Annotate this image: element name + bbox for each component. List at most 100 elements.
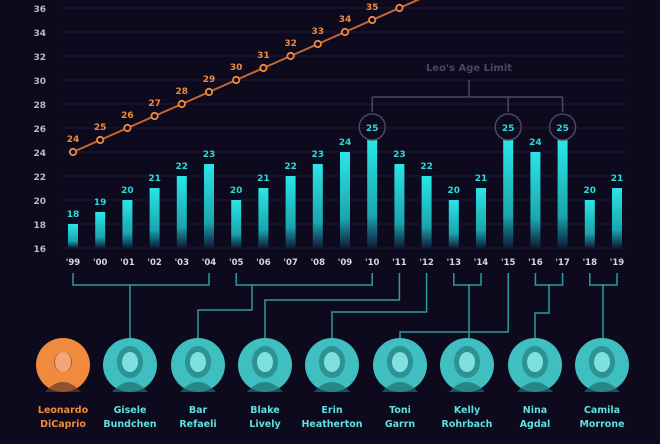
leo-value-label: 27 — [148, 99, 161, 109]
person-last-name: Heatherton — [301, 419, 362, 430]
bar — [204, 164, 214, 248]
person-heatherton: Erin Heatherton — [301, 338, 363, 430]
leo-value-label: 30 — [230, 63, 243, 73]
shoulders-shape — [45, 382, 81, 392]
bar — [367, 140, 378, 248]
bar — [584, 200, 595, 248]
person-morrone: Camila Morrone — [575, 338, 629, 430]
bar-value-label: 21 — [257, 174, 270, 184]
person-first-name: Kelly — [454, 405, 481, 416]
shoulders-shape — [112, 382, 148, 392]
bar — [394, 164, 405, 248]
x-tick-label: '09 — [338, 258, 353, 268]
x-tick-label: '05 — [229, 258, 244, 268]
bar-value-label: 20 — [230, 186, 243, 196]
bar-value-label: 19 — [94, 198, 107, 208]
y-tick-label: 24 — [33, 149, 46, 159]
bar — [312, 164, 323, 248]
person-last-name: Bundchen — [103, 419, 156, 430]
person-first-name: Leonardo — [38, 405, 89, 416]
x-tick-label: '11 — [392, 258, 407, 268]
face-shape — [257, 352, 273, 372]
bar-value-label: 23 — [203, 150, 216, 160]
leo-point — [286, 51, 295, 61]
girlfriend-bars: 18 19 20 21 22 23 20 21 22 23 24 25 23 22 20 21 25 24 25 20… — [67, 113, 623, 248]
person-last-name: Garrn — [385, 419, 416, 430]
bar-value-label: 23 — [393, 150, 406, 160]
leo-point — [68, 147, 78, 157]
person-first-name: Toni — [389, 405, 411, 416]
leo-point — [313, 39, 322, 49]
person-first-name: Bar — [189, 405, 208, 416]
leo-value-label: 26 — [121, 111, 134, 121]
person-bundchen: Gisele Bundchen — [103, 338, 157, 430]
connector-line — [264, 273, 401, 338]
bar-value-label: 22 — [176, 162, 189, 172]
shoulders-shape — [180, 382, 216, 392]
bar-value-label: 24 — [339, 138, 352, 148]
bar-value-label: 23 — [312, 150, 325, 160]
person-first-name: Nina — [523, 405, 547, 416]
bar — [149, 188, 160, 248]
leo-line-path — [72, 0, 421, 153]
x-tick-label: '10 — [365, 258, 380, 268]
bar — [421, 176, 432, 248]
face-shape — [392, 352, 408, 372]
leo-point — [368, 15, 377, 25]
y-axis: 16 18 20 22 24 26 28 30 32 34 36 — [33, 5, 46, 255]
bar-value-label: 20 — [584, 186, 597, 196]
x-tick-label: '16 — [528, 258, 543, 268]
connectors — [72, 273, 618, 338]
shoulders-shape — [314, 382, 350, 392]
bar-value-label: 22 — [420, 162, 433, 172]
face-shape — [527, 352, 543, 372]
shoulders-shape — [449, 382, 485, 392]
leo-value-label: 33 — [312, 27, 325, 37]
y-tick-label: 30 — [33, 77, 46, 87]
x-tick-label: '04 — [202, 258, 217, 268]
bar — [176, 176, 187, 248]
person-last-name: Rohrbach — [442, 419, 493, 430]
shoulders-shape — [517, 382, 553, 392]
leo-value-label: 32 — [284, 39, 297, 49]
leo-point — [123, 123, 132, 133]
bar-value-label: 21 — [148, 174, 161, 184]
leo-point — [259, 63, 268, 73]
bar-value-label: 20 — [448, 186, 461, 196]
leo-point — [232, 75, 241, 85]
connector-line — [589, 273, 618, 338]
bar — [231, 200, 242, 248]
x-tick-label: '01 — [120, 258, 135, 268]
leo-value-label: 31 — [257, 51, 270, 61]
x-tick-label: '14 — [474, 258, 489, 268]
x-tick-label: '07 — [283, 258, 298, 268]
x-tick-label: '17 — [555, 258, 570, 268]
connector-line — [399, 273, 509, 338]
person-dicaprio: Leonardo DiCaprio — [36, 338, 90, 430]
x-tick-label: '19 — [610, 258, 625, 268]
person-agdal: Nina Agdal — [508, 338, 562, 430]
connector-line — [534, 273, 564, 338]
y-tick-label: 18 — [33, 221, 46, 231]
leo-point — [204, 87, 214, 97]
highlight-circle — [548, 113, 577, 141]
x-tick-label: '03 — [175, 258, 190, 268]
face-shape — [324, 352, 340, 372]
x-tick-label: '06 — [256, 258, 271, 268]
bar-value-label: 22 — [284, 162, 297, 172]
bar — [285, 176, 296, 248]
leo-point — [340, 27, 350, 37]
leo-value-label: 25 — [94, 123, 107, 133]
age-limit-label: Leo's Age Limit — [426, 63, 512, 74]
bar — [530, 152, 541, 248]
person-last-name: Refaeli — [179, 419, 216, 430]
connector-line — [197, 273, 373, 338]
leo-point — [96, 135, 105, 145]
leo-value-label: 29 — [203, 75, 216, 85]
person-first-name: Gisele — [114, 405, 147, 416]
bar-value-label: 25 — [556, 124, 569, 134]
person-first-name: Erin — [321, 405, 342, 416]
person-refaeli: Bar Refaeli — [171, 338, 225, 430]
bar — [476, 188, 486, 248]
x-tick-label: '02 — [147, 258, 162, 268]
